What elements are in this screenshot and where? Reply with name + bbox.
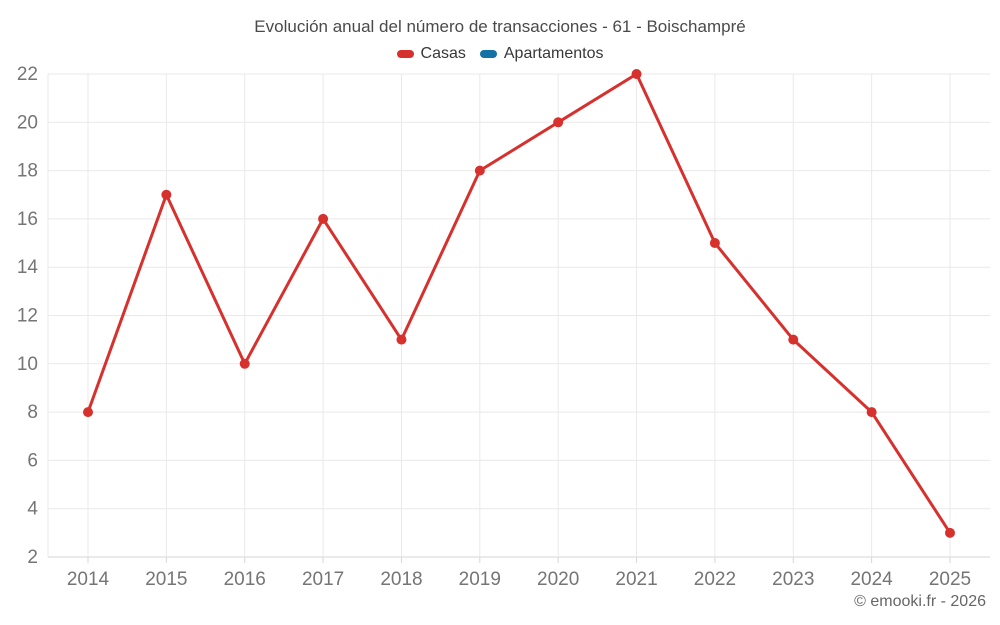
copyright: © emooki.fr - 2026 (854, 593, 986, 610)
legend: Casas Apartamentos (0, 45, 1000, 63)
legend-item-apartamentos[interactable]: Apartamentos (479, 45, 604, 63)
y-axis-tick-label: 4 (27, 499, 38, 520)
data-point-casas-2025[interactable] (945, 527, 955, 538)
x-axis-tick-label: 2023 (772, 569, 814, 590)
data-point-casas-2015[interactable] (161, 189, 172, 200)
y-axis-tick-label: 8 (27, 402, 38, 423)
x-axis-tick-label: 2021 (615, 569, 657, 590)
x-axis-tick-label: 2017 (302, 569, 344, 590)
series-line-casas (86, 72, 952, 535)
data-point-casas-2019[interactable] (474, 165, 485, 176)
legend-label: Casas (420, 45, 466, 62)
y-axis-tick-label: 12 (17, 306, 38, 327)
data-point-casas-2014[interactable] (83, 407, 93, 418)
data-point-casas-2023[interactable] (788, 334, 799, 345)
x-axis-tick-label: 2024 (850, 569, 893, 590)
x-axis-tick-label: 2019 (459, 569, 501, 590)
x-axis-tick-label: 2020 (537, 569, 579, 590)
y-axis-tick-label: 20 (17, 112, 38, 133)
legend-item-casas[interactable]: Casas (396, 45, 466, 63)
data-point-casas-2022[interactable] (709, 238, 720, 249)
x-axis-tick-label: 2014 (67, 569, 110, 590)
x-axis-tick-label: 2016 (224, 569, 266, 590)
chart-title: Evolución anual del número de transaccio… (254, 17, 746, 36)
x-axis-tick-label: 2015 (145, 569, 187, 590)
data-point-casas-2020[interactable] (553, 117, 564, 128)
y-axis-tick-label: 22 (17, 64, 38, 85)
y-axis-tick-label: 2 (27, 547, 38, 568)
y-axis-tick-label: 10 (17, 354, 38, 375)
legend-swatch-casas (396, 50, 414, 58)
y-axis-tick-label: 18 (17, 161, 38, 182)
x-axis-tick-label: 2025 (929, 569, 971, 590)
data-point-casas-2021[interactable] (631, 69, 642, 79)
data-point-casas-2024[interactable] (866, 407, 877, 418)
legend-swatch-apartamentos (479, 50, 497, 58)
legend-label: Apartamentos (503, 45, 604, 62)
data-point-casas-2016[interactable] (239, 358, 250, 369)
x-axis-tick-label: 2022 (694, 569, 736, 590)
y-axis-tick-label: 6 (27, 450, 38, 471)
data-point-casas-2018[interactable] (396, 334, 407, 345)
data-point-casas-2017[interactable] (318, 213, 329, 224)
x-axis-tick-label: 2018 (380, 569, 422, 590)
y-axis-tick-label: 14 (17, 257, 39, 278)
y-axis-tick-label: 16 (17, 209, 38, 230)
